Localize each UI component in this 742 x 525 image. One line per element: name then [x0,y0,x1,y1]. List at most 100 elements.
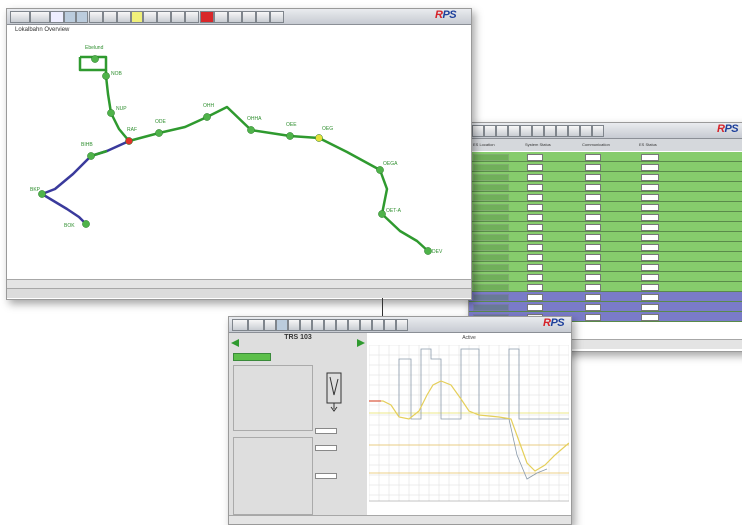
table-row[interactable] [469,252,742,262]
info-icon[interactable] [64,11,76,23]
table-row[interactable] [469,202,742,212]
toolbar-button[interactable] [256,11,270,23]
table-cell [641,294,659,301]
table-cell [585,214,601,221]
toolbar-button[interactable] [50,11,64,23]
toolbar-button[interactable] [103,11,117,23]
arrow-right-icon[interactable] [357,334,365,347]
table-row[interactable] [469,242,742,252]
toolbar-button[interactable] [532,125,544,137]
toolbar-button[interactable] [264,319,276,331]
toolbar-button[interactable] [360,319,372,331]
table-row[interactable] [469,282,742,292]
toolbar-button[interactable] [496,125,508,137]
toolbar-button[interactable] [324,319,336,331]
toolbar-button[interactable] [508,125,520,137]
table-row[interactable] [469,222,742,232]
station-marker[interactable] [203,113,211,121]
station-marker[interactable] [107,109,115,117]
table-cell [527,154,543,161]
table-cell [641,314,659,321]
toolbar-button[interactable] [242,11,256,23]
station-marker[interactable] [424,247,432,255]
toolbar-button[interactable] [270,11,284,23]
table-row[interactable] [469,152,742,162]
table-row[interactable] [469,172,742,182]
toolbar-button[interactable] [580,125,592,137]
station-marker[interactable] [378,210,386,218]
connector-line [382,298,383,318]
station-marker[interactable] [102,72,110,80]
toolbar-button[interactable] [157,11,171,23]
toolbar-button[interactable] [185,11,199,23]
toolbar-button[interactable] [10,11,30,23]
table-cell [585,234,601,241]
trend-line [369,380,569,472]
toolbar-button[interactable] [248,319,264,331]
table-cell [585,274,601,281]
table-cell [473,214,509,221]
station-label: Ebelund [85,45,104,51]
table-cell [473,294,509,301]
table-cell [473,204,509,211]
toolbar-button[interactable] [384,319,396,331]
toolbar-button[interactable] [484,125,496,137]
table-row[interactable] [469,162,742,172]
table-cell [527,304,543,311]
arrow-left-icon[interactable] [231,334,239,347]
table-cell [585,244,601,251]
toolbar-button[interactable] [89,11,103,23]
station-marker[interactable] [155,129,163,137]
table-cell [527,264,543,271]
table-cell [641,244,659,251]
toolbar-button[interactable] [544,125,556,137]
toolbar-button[interactable] [568,125,580,137]
toolbar-button[interactable] [396,319,408,331]
station-marker[interactable] [91,55,99,63]
station-marker[interactable] [125,137,133,145]
table-cell [585,204,601,211]
table-row[interactable] [469,262,742,272]
toolbar-button[interactable] [288,319,300,331]
value-box [315,445,337,451]
station-marker[interactable] [376,166,384,174]
table-cell [641,234,659,241]
toolbar-button[interactable] [472,125,484,137]
column-header: Communication [582,142,610,147]
table-row[interactable] [469,182,742,192]
toolbar-button[interactable] [348,319,360,331]
station-marker[interactable] [87,152,95,160]
toolbar-button[interactable] [592,125,604,137]
toolbar-button[interactable] [76,11,88,23]
toolbar-button[interactable] [232,319,248,331]
station-label: OHH [203,103,215,109]
toolbar-button[interactable] [312,319,324,331]
table-row[interactable] [469,272,742,282]
table-row[interactable] [469,292,742,302]
table-cell [527,174,543,181]
toolbar-button[interactable] [117,11,131,23]
toolbar-button[interactable] [228,11,242,23]
toolbar-button[interactable] [300,319,312,331]
toolbar-button[interactable] [131,11,143,23]
station-marker[interactable] [315,134,323,142]
toolbar-button[interactable] [520,125,532,137]
table-row[interactable] [469,192,742,202]
station-marker[interactable] [247,126,255,134]
alarm-button[interactable] [200,11,214,23]
toolbar-button[interactable] [214,11,228,23]
station-marker[interactable] [286,132,294,140]
toolbar-button[interactable] [336,319,348,331]
toolbar-button[interactable] [143,11,157,23]
station-marker[interactable] [82,220,90,228]
toolbar-button[interactable] [30,11,50,23]
toolbar-button[interactable] [372,319,384,331]
table-row[interactable] [469,212,742,222]
table-cell [527,184,543,191]
toolbar-button[interactable] [556,125,568,137]
table-row[interactable] [469,232,742,242]
table-row[interactable] [469,302,742,312]
station-marker[interactable] [38,190,46,198]
toolbar-button[interactable] [171,11,185,23]
toolbar-button[interactable] [276,319,288,331]
